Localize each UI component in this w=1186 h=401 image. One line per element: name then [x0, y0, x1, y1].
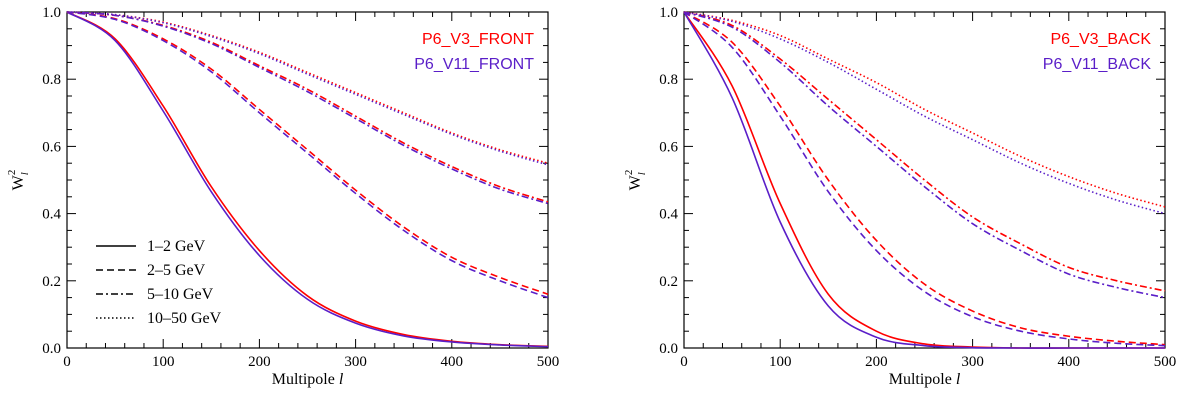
panel-back: 0 100 200 300 400 500 0.0 0.2 0.4 0.6 0.8 1.0 Multip… — [623, 5, 1176, 388]
x-tick-label: 0 — [680, 354, 688, 370]
y-tick-label: 0.8 — [42, 72, 61, 88]
x-tick-label: 300 — [344, 354, 367, 370]
x-tick-label: 100 — [769, 354, 792, 370]
y-tick-label: 0.4 — [659, 207, 678, 223]
legend-label: P6_V11_FRONT — [414, 56, 534, 73]
series-line — [683, 11, 1166, 347]
panel-front: 0 100 200 300 400 500 0.0 0.2 0.4 0.6 0.8 1.0 Multip… — [6, 5, 559, 388]
linestyle-legend: 1–2 GeV 2–5 GeV 5–10 GeV 10–50 GeV — [96, 238, 222, 327]
x-tick-label: 500 — [537, 354, 560, 370]
series-line — [683, 11, 1166, 299]
series-line — [66, 11, 549, 164]
x-tick-label: 400 — [441, 354, 464, 370]
y-tick-label: 0.2 — [659, 274, 678, 290]
x-tick-label: 200 — [248, 354, 271, 370]
y-tick-label: 0.8 — [659, 72, 678, 88]
legend-label: P6_V3_FRONT — [422, 31, 534, 48]
y-tick-label: 1.0 — [659, 5, 678, 21]
series-group — [66, 11, 549, 348]
series-line — [66, 11, 549, 299]
y-tick-label: 0.0 — [42, 341, 61, 357]
x-tick-label: 300 — [961, 354, 984, 370]
series-line — [66, 11, 549, 203]
series-line — [683, 11, 1166, 208]
series-line — [66, 11, 549, 348]
x-tick-label: 0 — [63, 354, 71, 370]
x-axis-label: Multipole l — [889, 371, 961, 388]
y-tick-label: 0.6 — [659, 139, 678, 155]
y-tick-label: 0.6 — [42, 139, 61, 155]
series-line — [683, 11, 1165, 349]
y-tick-label: 0.4 — [42, 207, 61, 223]
legend-line-label: 5–10 GeV — [147, 286, 214, 303]
series-line — [683, 11, 1166, 215]
y-tick-label: 0.0 — [659, 341, 678, 357]
y-axis-label: Wl2 — [623, 170, 648, 191]
series-line — [683, 11, 1166, 292]
legend-line-label: 2–5 GeV — [147, 262, 206, 279]
series-line — [66, 11, 549, 295]
series-line — [683, 11, 1166, 346]
x-tick-label: 400 — [1058, 354, 1081, 370]
y-axis-label: Wl2 — [6, 170, 31, 191]
x-tick-label: 500 — [1154, 354, 1177, 370]
legend-line-label: 10–50 GeV — [147, 310, 222, 327]
x-tick-label: 100 — [152, 354, 175, 370]
series-group — [683, 11, 1166, 349]
series-line — [66, 11, 549, 205]
legend-label: P6_V3_BACK — [1050, 31, 1151, 48]
y-tick-label: 1.0 — [42, 5, 61, 21]
x-tick-label: 200 — [865, 354, 888, 370]
y-tick-label: 0.2 — [42, 274, 61, 290]
legend-label: P6_V11_BACK — [1043, 56, 1152, 73]
x-axis-label: Multipole l — [272, 371, 344, 388]
legend-line-label: 1–2 GeV — [147, 238, 206, 255]
